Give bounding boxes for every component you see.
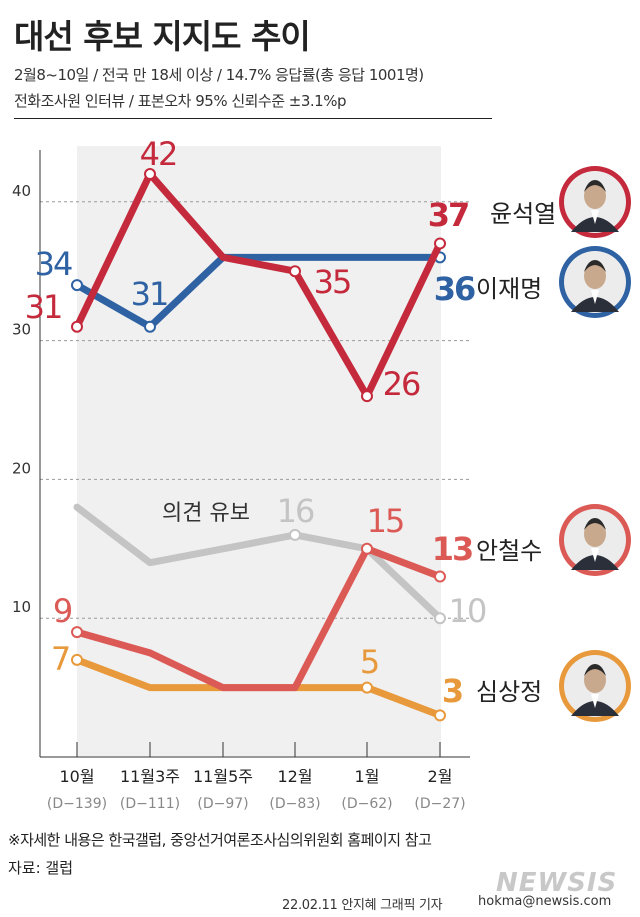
data-label-윤석열: 35 (314, 263, 351, 301)
data-point-윤석열 (144, 168, 156, 181)
legend-label-의견-유보: 의견 유보 (162, 501, 250, 526)
y-tick-label: 20 (12, 459, 31, 477)
y-tick-label: 40 (12, 182, 31, 200)
x-tick-label: 11월5주 (193, 767, 253, 786)
data-point-의견-유보 (289, 528, 301, 541)
data-labels: 31 42 35 26 37 34 31 36 16 10 9 15 13 7 5 3 (25, 135, 488, 710)
x-tick-sublabel: (D−83) (269, 796, 320, 812)
x-tick-label: 2월 (428, 767, 453, 786)
x-tick-sublabel: (D−27) (414, 796, 465, 812)
series-lines (71, 168, 446, 722)
data-point-윤석열 (434, 237, 446, 250)
data-point-안철수 (71, 626, 83, 639)
x-tick-label: 12월 (277, 767, 312, 786)
y-tick-label: 30 (12, 321, 31, 339)
x-tick-sublabel: (D−62) (341, 796, 392, 812)
data-point-이재명 (71, 279, 83, 292)
data-label-안철수: 9 (53, 592, 72, 630)
page-title: 대선 후보 지지도 추이 (14, 17, 311, 56)
chart-plot-band (77, 146, 441, 756)
data-point-의견-유보 (434, 612, 446, 625)
avatar-윤석열 (559, 166, 631, 238)
source-text: 자료: 갤럽 (8, 859, 74, 877)
avatar-이재명 (559, 246, 631, 318)
series-line-안철수 (73, 545, 444, 692)
data-label-이재명: 36 (434, 270, 475, 308)
data-label-의견-유보: 10 (449, 592, 486, 630)
legend-label-심상정: 심상정 (476, 678, 542, 706)
data-point-심상정 (361, 681, 373, 694)
footnote: ※자세한 내용은 한국갤럽, 중앙선거여론조사심의위원회 홈페이지 참고 (8, 831, 432, 849)
series-line-윤석열 (73, 170, 444, 400)
credit-text: 22.02.11 안지혜 그래픽 기자 (282, 898, 443, 913)
legend-label-윤석열: 윤석열 (490, 200, 556, 228)
avatar-안철수 (559, 504, 631, 576)
x-tick-label: 11월3주 (120, 767, 180, 786)
data-point-윤석열 (71, 320, 83, 333)
data-label-윤석열: 37 (428, 196, 469, 234)
data-label-이재명: 31 (131, 275, 168, 313)
data-label-이재명: 34 (35, 245, 72, 283)
header-divider (14, 118, 492, 119)
x-tick-sublabel: (D−111) (120, 796, 180, 812)
data-label-심상정: 7 (51, 640, 69, 678)
data-label-윤석열: 26 (383, 365, 420, 403)
data-point-윤석열 (289, 265, 301, 278)
data-label-안철수: 13 (432, 530, 473, 568)
data-point-심상정 (71, 653, 83, 666)
subtitle-survey-info: 2월8~10일 / 전국 만 18세 이상 / 14.7% 응답률(총 응답 1… (14, 66, 424, 84)
credit-email: hokma@newsis.com (478, 894, 612, 909)
data-point-심상정 (434, 709, 446, 722)
newsis-watermark: NEWSIS (496, 868, 618, 898)
grid-lines: 10 20 30 40 (12, 182, 470, 619)
data-label-의견-유보: 16 (277, 492, 314, 530)
data-point-안철수 (434, 570, 446, 583)
data-label-윤석열: 42 (140, 135, 177, 173)
legend-label-이재명: 이재명 (476, 275, 542, 303)
axes: 10월 (D−139) 11월3주 (D−111) 11월5주 (D−97) 12월 (D−8… (39, 150, 470, 812)
series-line-의견-유보 (73, 503, 444, 622)
data-label-윤석열: 31 (25, 288, 62, 326)
data-label-심상정: 3 (442, 672, 462, 710)
x-tick-label: 10월 (59, 767, 94, 786)
x-tick-sublabel: (D−97) (197, 796, 248, 812)
x-tick-label: 1월 (355, 767, 380, 786)
data-point-윤석열 (361, 390, 373, 403)
series-line-이재명 (73, 253, 444, 331)
legend-label-안철수: 안철수 (476, 537, 542, 565)
data-point-이재명 (144, 320, 156, 333)
x-tick-sublabel: (D−139) (47, 796, 107, 812)
data-point-안철수 (361, 542, 373, 555)
data-label-안철수: 15 (367, 502, 404, 540)
subtitle-method-info: 전화조사원 인터뷰 / 표본오차 95% 신뢰수준 ±3.1%p (14, 92, 347, 110)
avatar-심상정 (559, 650, 631, 722)
y-tick-label: 10 (12, 598, 31, 616)
data-label-심상정: 5 (360, 643, 378, 681)
